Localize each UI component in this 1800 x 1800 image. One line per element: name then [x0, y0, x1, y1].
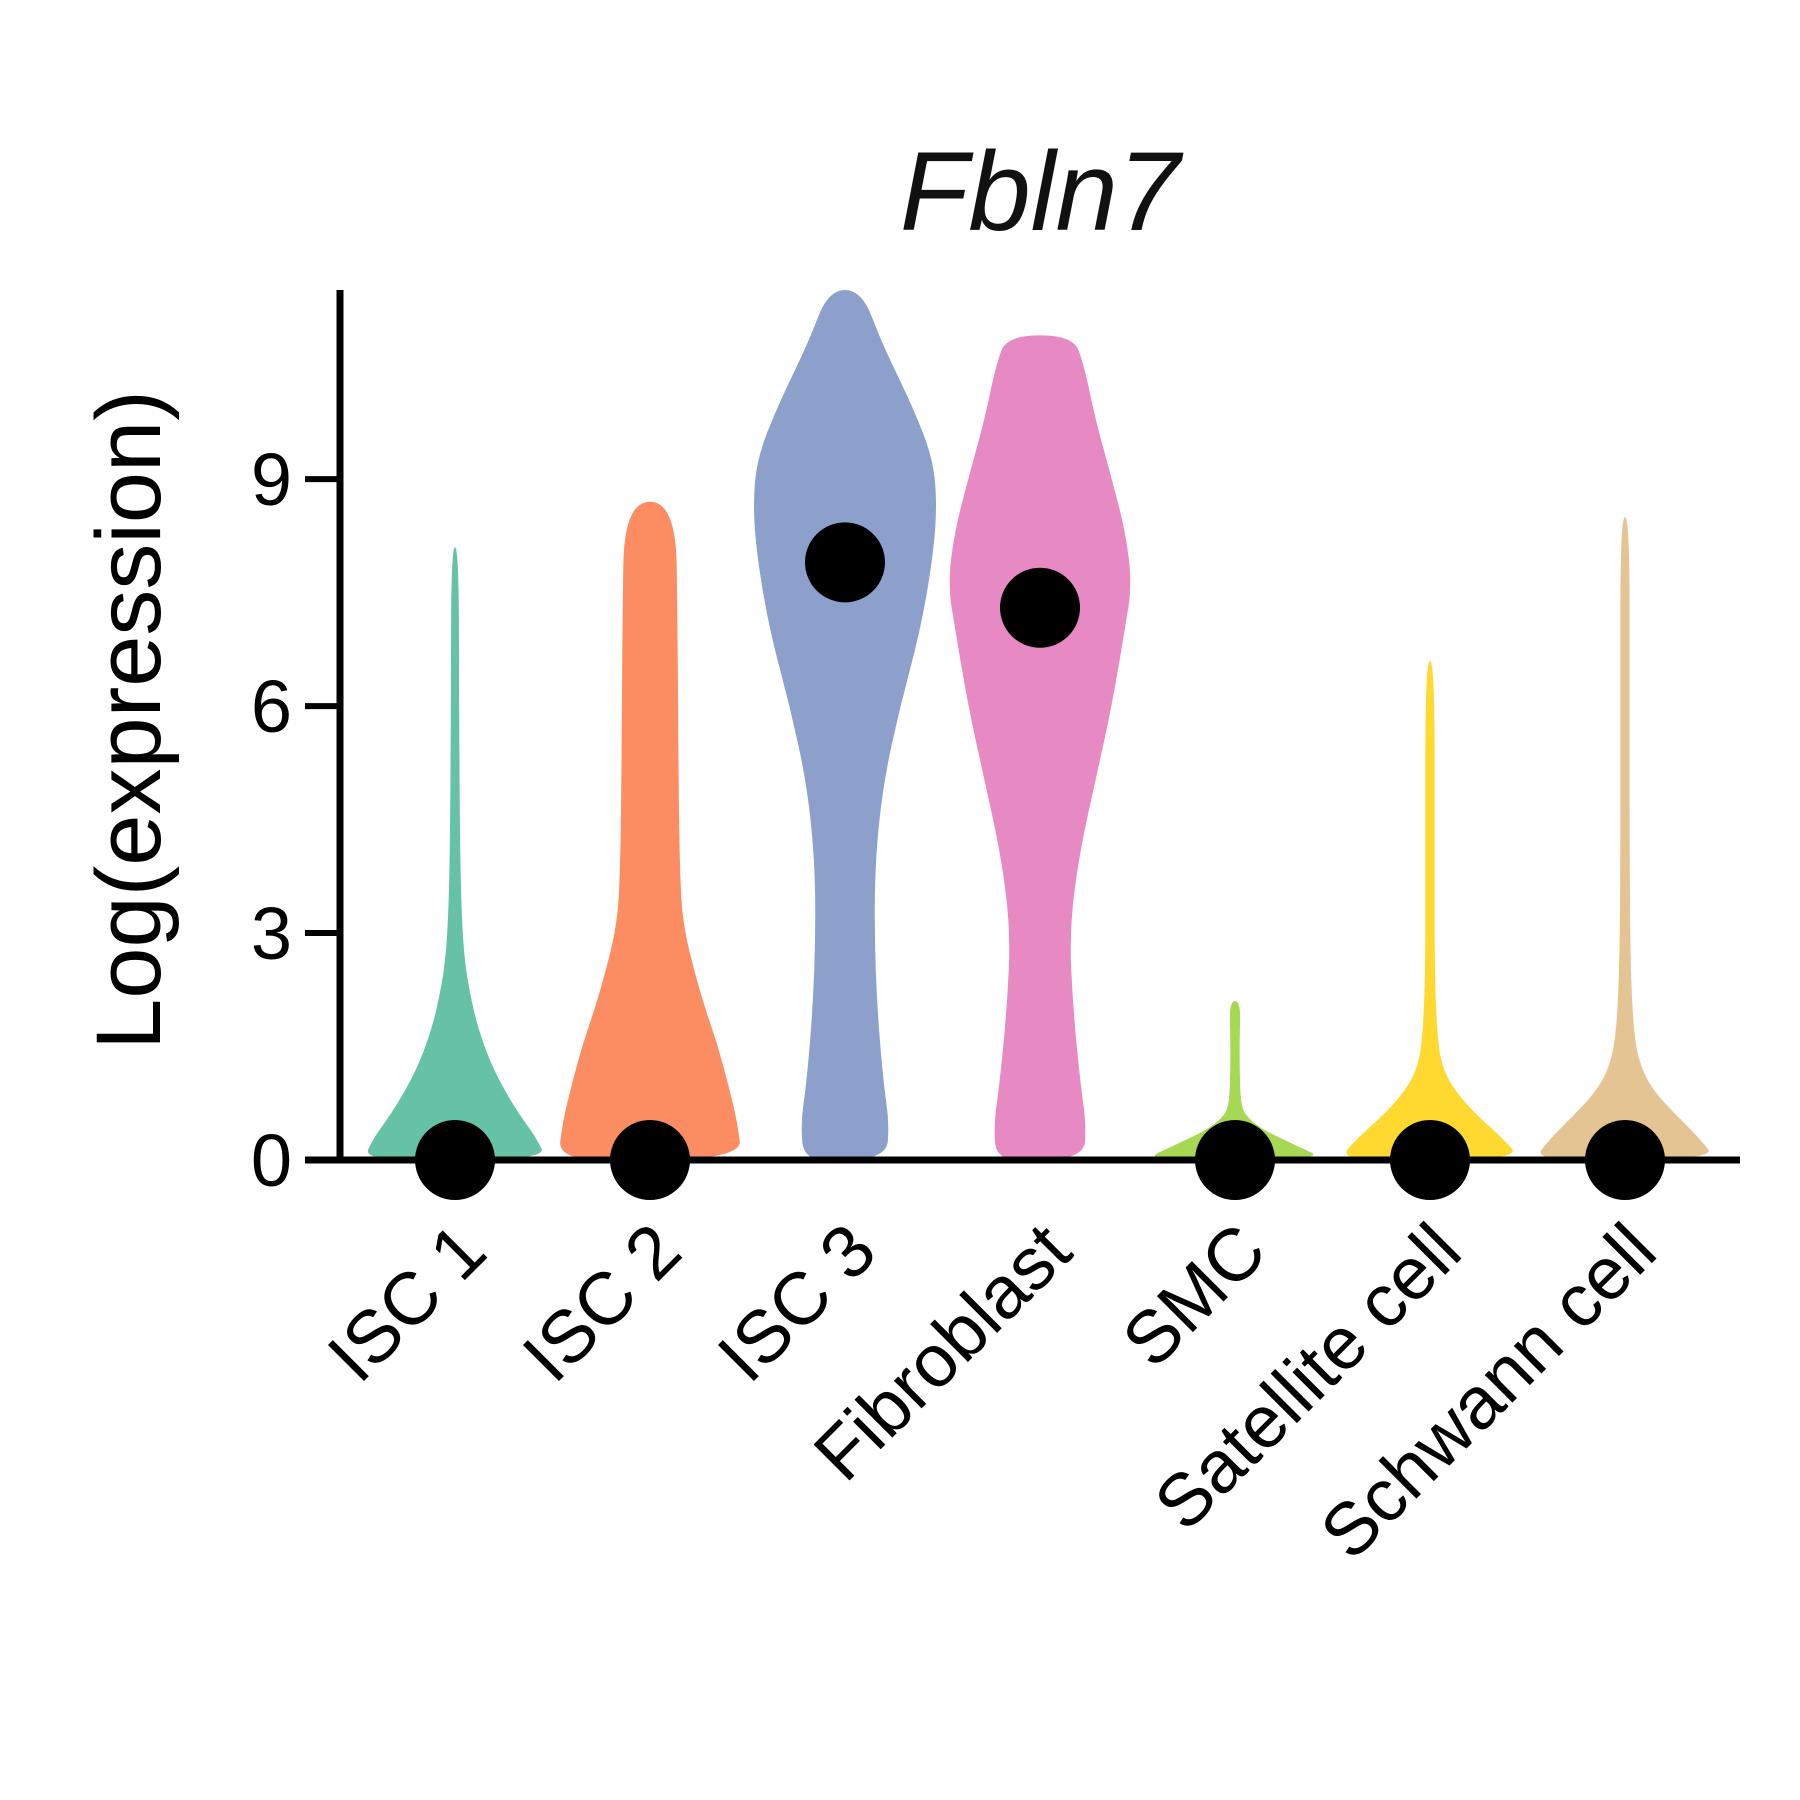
violin-group-isc-2 — [560, 501, 740, 1200]
violin-fibroblast — [949, 335, 1131, 1160]
violin-isc-2 — [560, 501, 740, 1160]
chart-title: Fbln7 — [900, 129, 1184, 254]
median-point-fibroblast — [1000, 567, 1080, 648]
y-tick-label-0: 0 — [251, 1119, 292, 1202]
y-axis: 0 3 6 9 — [251, 290, 344, 1202]
violin-group-smc — [1154, 1001, 1314, 1200]
violin-isc-1 — [367, 547, 542, 1160]
y-axis-label: Log(expression) — [78, 390, 180, 1050]
violin-schwann-cell — [1540, 517, 1709, 1160]
violin-isc-3 — [754, 290, 936, 1160]
y-tick-label-6: 6 — [251, 665, 292, 748]
violin-group-isc-1 — [367, 547, 542, 1200]
violin-group-satellite-cell — [1346, 660, 1513, 1200]
violin-group-fibroblast — [949, 335, 1131, 1160]
median-point-isc-3 — [805, 522, 885, 603]
x-tick-label-isc-1: ISC 1 — [312, 1208, 502, 1398]
x-tick-label-smc: SMC — [1106, 1208, 1281, 1383]
x-tick-label-isc-3: ISC 3 — [702, 1208, 892, 1398]
violin-satellite-cell — [1346, 660, 1513, 1160]
y-tick-label-9: 9 — [251, 438, 292, 521]
x-tick-label-isc-2: ISC 2 — [507, 1208, 697, 1398]
violin-layer — [367, 290, 1709, 1200]
y-tick-label-3: 3 — [251, 892, 292, 975]
violin-group-isc-3 — [754, 290, 936, 1160]
violin-smc — [1154, 1001, 1314, 1160]
violin-group-schwann-cell — [1540, 517, 1709, 1200]
x-tick-label-schwann-cell: Schwann cell — [1304, 1208, 1671, 1575]
